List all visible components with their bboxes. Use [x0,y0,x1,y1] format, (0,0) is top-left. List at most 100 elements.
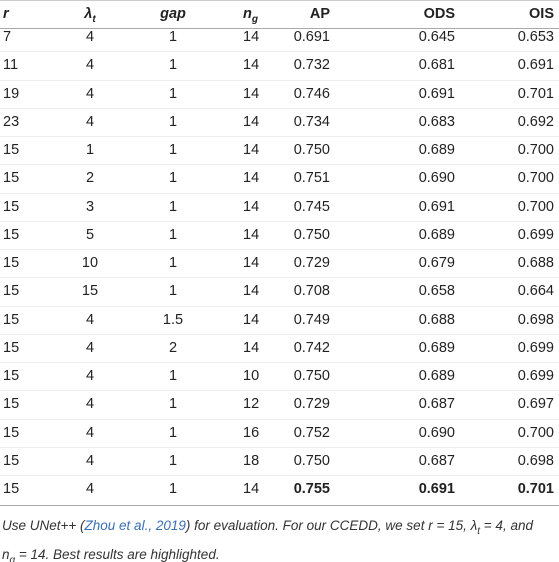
table-cell: 15 [3,283,20,300]
table-cell: 2 [85,170,95,187]
table-cell: 0.689 [418,339,455,356]
row-divider [0,51,559,53]
table-cell: 0.745 [293,198,330,215]
table-cell: 1 [168,283,178,300]
table-cell: 0.681 [418,57,455,74]
row-divider [0,305,559,307]
table-cell: 1 [168,198,178,215]
table-rule [0,505,559,506]
table-cell: 0.700 [517,170,554,187]
column-header: OIS [529,4,554,24]
table-cell: 4 [85,368,95,384]
table-cell: 0.691 [293,29,330,45]
table-cell: 1 [168,113,178,130]
table-cell: 0.692 [517,113,554,130]
table-cell: 0.750 [293,452,330,469]
table-cell: 1 [85,142,95,158]
table-cell: 10 [243,368,260,384]
table-cell: 15 [3,142,20,158]
table-cell: 15 [3,198,20,215]
table-cell: 1 [168,57,178,74]
row-divider [0,390,559,392]
table-cell: 3 [85,198,95,215]
table-cell: 0.734 [293,113,330,130]
table-cell: 14 [243,170,260,187]
table-cell: 0.687 [418,452,455,469]
caption-plain: = 14. Best results are highlighted. [15,547,220,562]
table-cell: 2 [168,339,178,356]
table-cell: 0.679 [418,255,455,271]
table-cell: 15 [3,311,20,328]
table-cell: 4 [85,452,95,469]
table-cell: 14 [243,29,260,45]
table-cell: 1 [168,85,178,102]
table-cell: 0.683 [418,113,455,130]
table-cell: 15 [3,339,20,356]
table-cell: 19 [3,85,20,102]
table-cell: 0.700 [517,198,554,215]
table-cell: 0.750 [293,368,330,384]
table-cell: 1 [168,142,178,158]
caption: Use UNet++ (Zhou et al., 2019) for evalu… [2,514,547,562]
table-cell: 15 [3,368,20,384]
caption-plain: r [428,518,433,533]
table-cell: 4 [85,311,95,328]
table-cell: 4 [85,113,95,130]
column-header: ng [243,4,258,30]
header-text: gap [160,6,186,22]
table-cell: 0.691 [418,481,455,497]
table-cell: 4 [85,339,95,356]
table-cell: 1 [168,396,178,413]
table-cell: 14 [243,198,260,215]
table-cell: 14 [243,85,260,102]
table-cell: 0.750 [293,226,330,243]
table-cell: 0.697 [517,396,554,413]
header-subscript: t [92,14,96,25]
table-cell: 1 [168,255,178,271]
table-cell: 4 [85,29,95,45]
table-cell: 14 [243,339,260,356]
header-text: λ [84,6,93,22]
table-rule [0,28,559,29]
table-cell: 0.645 [418,29,455,45]
table-cell: 14 [243,226,260,243]
row-divider [0,249,559,250]
caption-plain: ) for evaluation. For our CCEDD, we set [185,518,429,533]
header-text: AP [309,6,330,22]
table-cell: 14 [243,142,260,158]
table-cell: 4 [85,57,95,74]
table-cell: 0.752 [293,424,330,441]
table-cell: 7 [3,29,12,45]
table-rule [0,0,559,1]
table-cell: 0.688 [418,311,455,328]
table-cell: 14 [243,255,260,271]
row-divider [0,192,559,194]
table-cell: 0.698 [517,452,554,469]
table-cell: 15 [3,226,20,243]
row-divider [0,446,559,448]
table-cell: 0.653 [517,29,554,45]
table-cell: 16 [243,424,260,441]
column-header: AP [310,4,330,24]
table-cell: 0.746 [293,85,330,102]
row-divider [0,220,559,222]
table-cell: 15 [3,481,20,497]
table-cell: 0.732 [293,57,330,74]
table-cell: 0.691 [418,85,455,102]
column-header: gap [160,4,186,24]
table-cell: 0.658 [418,283,455,300]
row-divider [0,333,559,335]
caption-link: Zhou et al., 2019 [84,518,186,533]
table-cell: 4 [85,396,95,413]
table-cell: 0.708 [293,283,330,300]
table-cell: 0.689 [418,142,455,158]
table-cell: 0.755 [293,481,330,497]
table-cell: 15 [81,283,99,300]
table-cell: 15 [3,424,20,441]
table-cell: 0.698 [517,311,554,328]
table-cell: 1 [168,226,178,243]
table-cell: 15 [3,170,20,187]
table-cell: 0.664 [517,283,554,300]
table-cell: 14 [243,57,260,74]
